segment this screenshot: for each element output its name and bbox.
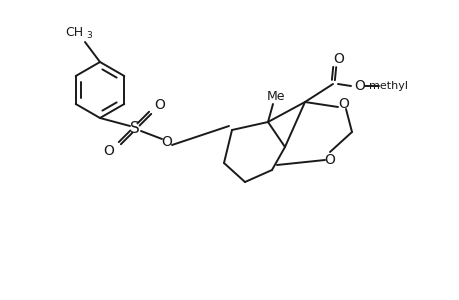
Text: O: O bbox=[324, 153, 335, 167]
Text: O: O bbox=[103, 144, 114, 158]
Text: S: S bbox=[130, 121, 140, 136]
Text: O: O bbox=[338, 97, 349, 111]
Text: methyl: methyl bbox=[369, 81, 408, 91]
Text: O: O bbox=[333, 52, 344, 66]
Text: O: O bbox=[354, 79, 364, 93]
Text: Me: Me bbox=[266, 89, 285, 103]
Text: 3: 3 bbox=[86, 31, 92, 40]
Text: O: O bbox=[161, 135, 172, 149]
Text: O: O bbox=[154, 98, 165, 112]
Text: CH: CH bbox=[65, 26, 83, 38]
